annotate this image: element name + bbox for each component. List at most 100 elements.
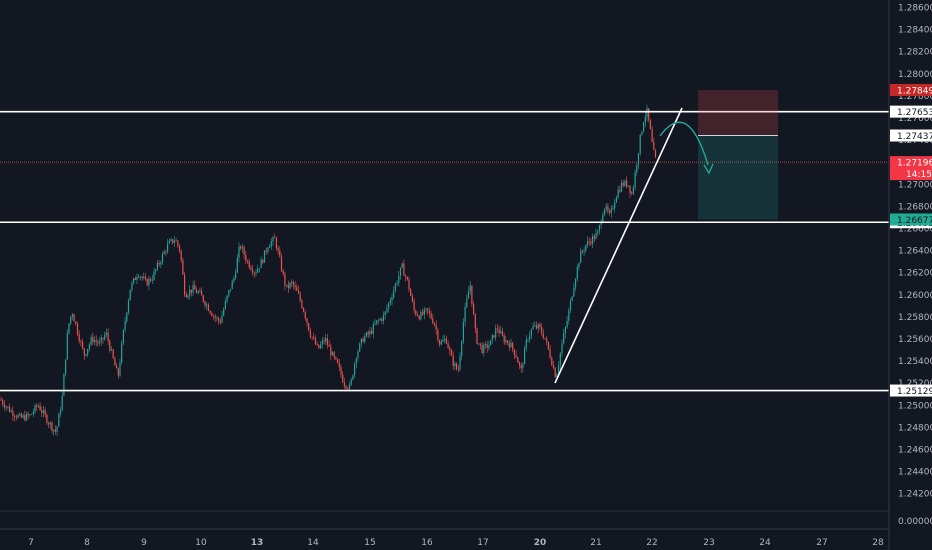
candle-body <box>501 331 504 336</box>
candle-body <box>639 134 641 154</box>
candle <box>410 288 412 297</box>
candle <box>83 347 85 360</box>
candle <box>36 403 38 411</box>
candle <box>493 335 495 339</box>
candle <box>308 322 310 332</box>
candle <box>420 309 422 321</box>
time-tick-label: 17 <box>477 538 488 548</box>
price-tick-label: 1.24600 <box>898 446 932 456</box>
candle <box>612 205 614 211</box>
candle <box>413 298 415 314</box>
candle-body <box>507 340 509 344</box>
candle <box>274 233 276 239</box>
candle-body <box>110 349 113 351</box>
candle <box>408 276 410 293</box>
candle-body <box>354 363 356 376</box>
candle <box>343 378 345 390</box>
candle <box>158 260 160 268</box>
candle <box>53 429 55 436</box>
candle <box>245 250 247 264</box>
candle-body <box>612 208 614 210</box>
candle-body <box>580 250 582 264</box>
uptrend-line[interactable] <box>554 107 683 384</box>
candle <box>603 208 606 217</box>
candle-body <box>384 311 386 316</box>
candle-body <box>398 275 400 283</box>
candle <box>546 335 548 346</box>
candle <box>452 351 454 371</box>
candle <box>311 336 313 341</box>
take-profit-zone[interactable] <box>698 135 778 220</box>
time-axis[interactable]: 7 8 9 10 13 14 15 16 17 20 21 22 23 24 27 28 <box>28 538 884 548</box>
candle <box>275 236 277 251</box>
candle <box>335 356 337 361</box>
candle-body <box>95 340 97 342</box>
candle <box>306 317 308 327</box>
candle <box>167 238 169 254</box>
candle-body <box>211 312 213 316</box>
candle-body <box>177 240 179 246</box>
candle-body <box>263 250 266 263</box>
candle-body <box>41 410 43 413</box>
candle-body <box>209 310 211 313</box>
candle-body <box>644 116 646 123</box>
candle-body <box>258 268 260 269</box>
time-tick-label: 15 <box>364 538 375 548</box>
candle <box>22 413 24 420</box>
candle-body <box>216 317 218 319</box>
price-tick-label: 1.25400 <box>898 357 932 367</box>
candle-body <box>265 250 267 252</box>
candle-body <box>165 251 167 253</box>
candle <box>360 338 362 348</box>
candle <box>379 317 381 321</box>
candle-body <box>442 340 444 342</box>
candle <box>646 104 648 122</box>
candle <box>238 242 240 263</box>
candle <box>641 131 643 136</box>
candle-body <box>539 324 541 328</box>
candle <box>279 246 281 258</box>
candle-body <box>112 349 114 359</box>
candle-body <box>22 415 24 418</box>
candle <box>654 149 657 159</box>
candle-body <box>609 211 611 213</box>
candle <box>636 162 638 176</box>
candle-body <box>348 384 351 390</box>
candle <box>501 327 504 337</box>
candle-body <box>524 348 526 365</box>
candle <box>542 328 544 340</box>
candle-body <box>530 329 532 336</box>
candle-body <box>534 325 536 327</box>
candle <box>474 313 476 333</box>
stop-loss-zone[interactable] <box>698 89 778 136</box>
price-tick-label: 1.27000 <box>898 180 932 190</box>
time-tick-label: 8 <box>84 538 90 548</box>
candle <box>539 322 541 330</box>
candle <box>41 406 43 418</box>
candle <box>569 298 572 313</box>
time-tick-label: 14 <box>307 538 319 548</box>
candle-body <box>114 358 116 366</box>
candle <box>423 306 425 320</box>
candle-body <box>321 340 323 345</box>
candle-body <box>260 259 262 269</box>
candle <box>177 239 179 248</box>
candle <box>350 377 352 387</box>
candle-body <box>54 429 56 432</box>
candle <box>75 320 77 326</box>
candle-body <box>287 284 289 289</box>
plot-area[interactable] <box>0 104 889 512</box>
candle-body <box>457 369 459 371</box>
candle <box>444 334 446 344</box>
candle <box>134 276 136 281</box>
candle-body <box>248 261 250 268</box>
candle <box>629 185 631 198</box>
candle-body <box>308 323 310 331</box>
candle-body <box>415 310 417 315</box>
candle-body <box>304 311 306 319</box>
candle-body <box>12 410 14 417</box>
candle-body <box>626 180 628 187</box>
candle-body <box>274 237 276 239</box>
candle-body <box>629 185 631 193</box>
